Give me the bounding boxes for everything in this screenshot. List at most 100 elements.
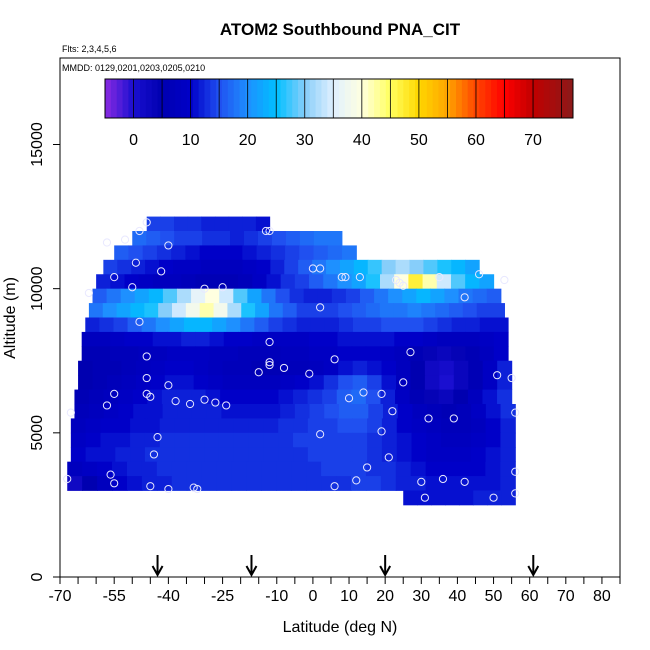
- heatmap-cell: [174, 447, 190, 463]
- observation-point: [254, 368, 263, 377]
- heatmap-cell: [251, 375, 267, 390]
- heatmap-cell: [367, 360, 383, 376]
- heatmap-cell: [455, 418, 472, 434]
- heatmap-cell: [201, 476, 218, 491]
- heatmap-cell: [141, 317, 157, 333]
- heatmap-cell: [78, 375, 94, 390]
- x-tick-label: 40: [449, 588, 467, 605]
- heatmap-cell: [278, 418, 294, 434]
- heatmap-cell: [365, 346, 381, 362]
- heatmap-cell: [456, 404, 472, 419]
- colorbar-cell: [245, 79, 252, 118]
- observation-point: [417, 477, 426, 486]
- heatmap-cell: [336, 461, 352, 477]
- heatmap-cell: [201, 461, 218, 477]
- heatmap-cell: [380, 461, 397, 477]
- heatmap-cell: [345, 288, 361, 304]
- observation-point: [316, 430, 325, 439]
- heatmap-cell: [424, 375, 440, 390]
- observation-point: [84, 288, 94, 298]
- heatmap-cell: [185, 303, 201, 318]
- heatmap-cell: [351, 389, 367, 405]
- heatmap-cell: [441, 418, 457, 434]
- observation-point: [377, 389, 386, 399]
- heatmap-cell: [294, 331, 310, 347]
- heatmap-cell: [471, 404, 487, 419]
- heatmap-cell: [306, 476, 322, 491]
- heatmap-cell: [92, 375, 108, 390]
- heatmap-cell: [395, 461, 412, 477]
- heatmap-cell: [266, 346, 282, 362]
- heatmap-cell: [237, 360, 253, 376]
- heatmap-cell: [130, 418, 146, 434]
- heatmap-cell: [103, 404, 120, 419]
- heatmap-cell: [396, 360, 412, 376]
- heatmap-cell: [172, 303, 187, 318]
- observation-point: [265, 337, 274, 347]
- heatmap-cell: [374, 288, 389, 304]
- heatmap-cell: [213, 303, 228, 318]
- colorbar-cell: [210, 79, 217, 118]
- heatmap-cell: [248, 418, 264, 434]
- heatmap-cell: [437, 259, 452, 275]
- heatmap-cell: [462, 303, 478, 318]
- heatmap-cell: [233, 447, 250, 463]
- heatmap-cell: [126, 476, 143, 491]
- observation-point: [110, 389, 119, 399]
- heatmap-cell: [482, 360, 498, 376]
- observation-point: [146, 482, 155, 491]
- heatmap-cell: [367, 259, 383, 275]
- heatmap-cell: [278, 389, 294, 405]
- colorbar-tick-label: 20: [239, 132, 257, 149]
- observation-point: [110, 273, 119, 282]
- colorbar-cell: [420, 79, 428, 118]
- colorbar-cell: [479, 79, 486, 118]
- heatmap-cell: [172, 259, 188, 275]
- heatmap-cell: [322, 432, 339, 448]
- heatmap-cell: [441, 447, 457, 463]
- colorbar-cell: [327, 79, 334, 118]
- observation-point: [449, 414, 458, 423]
- heatmap-cell: [379, 303, 395, 318]
- heatmap-cell: [193, 360, 209, 376]
- heatmap-cell: [403, 490, 418, 506]
- heatmap-cell: [208, 360, 224, 376]
- heatmap-cell: [278, 432, 294, 448]
- heatmap-cell: [138, 274, 154, 290]
- heatmap-cell: [436, 274, 452, 290]
- colorbar-cell: [268, 79, 276, 118]
- heatmap-cell: [191, 404, 208, 419]
- colorbar-cell: [485, 79, 492, 118]
- heatmap-cell: [337, 432, 353, 448]
- heatmap-cell: [115, 432, 131, 448]
- heatmap-cell: [408, 346, 424, 362]
- colorbar-cell: [450, 79, 457, 118]
- observation-point: [316, 303, 325, 312]
- heatmap-cell: [174, 418, 190, 434]
- heatmap-cell: [501, 490, 516, 506]
- heatmap-cell: [490, 303, 505, 318]
- heatmap-cell: [138, 346, 154, 362]
- heatmap-cell: [158, 303, 173, 318]
- observation-point: [359, 388, 368, 397]
- heatmap-cell: [422, 274, 438, 290]
- colorbar-cell: [397, 79, 404, 118]
- heatmap-cell: [130, 447, 146, 463]
- heatmap-cell: [70, 432, 87, 448]
- heatmap-cell: [416, 288, 431, 304]
- heatmap-cell: [368, 404, 384, 419]
- heatmap-cell: [236, 404, 252, 419]
- heatmap-cell: [261, 288, 277, 304]
- heatmap-cell: [228, 216, 243, 232]
- heatmap-cell: [70, 418, 87, 434]
- heatmap-cell: [246, 461, 262, 477]
- heatmap-cell: [293, 418, 309, 434]
- heatmap-cell: [74, 404, 90, 419]
- heatmap-cell: [408, 274, 424, 290]
- heatmap-cell: [468, 375, 484, 390]
- heatmap-cell: [261, 476, 277, 491]
- heatmap-cell: [479, 317, 495, 333]
- heatmap-cell: [159, 432, 176, 448]
- observation-point: [500, 275, 509, 285]
- heatmap-cell: [445, 490, 460, 506]
